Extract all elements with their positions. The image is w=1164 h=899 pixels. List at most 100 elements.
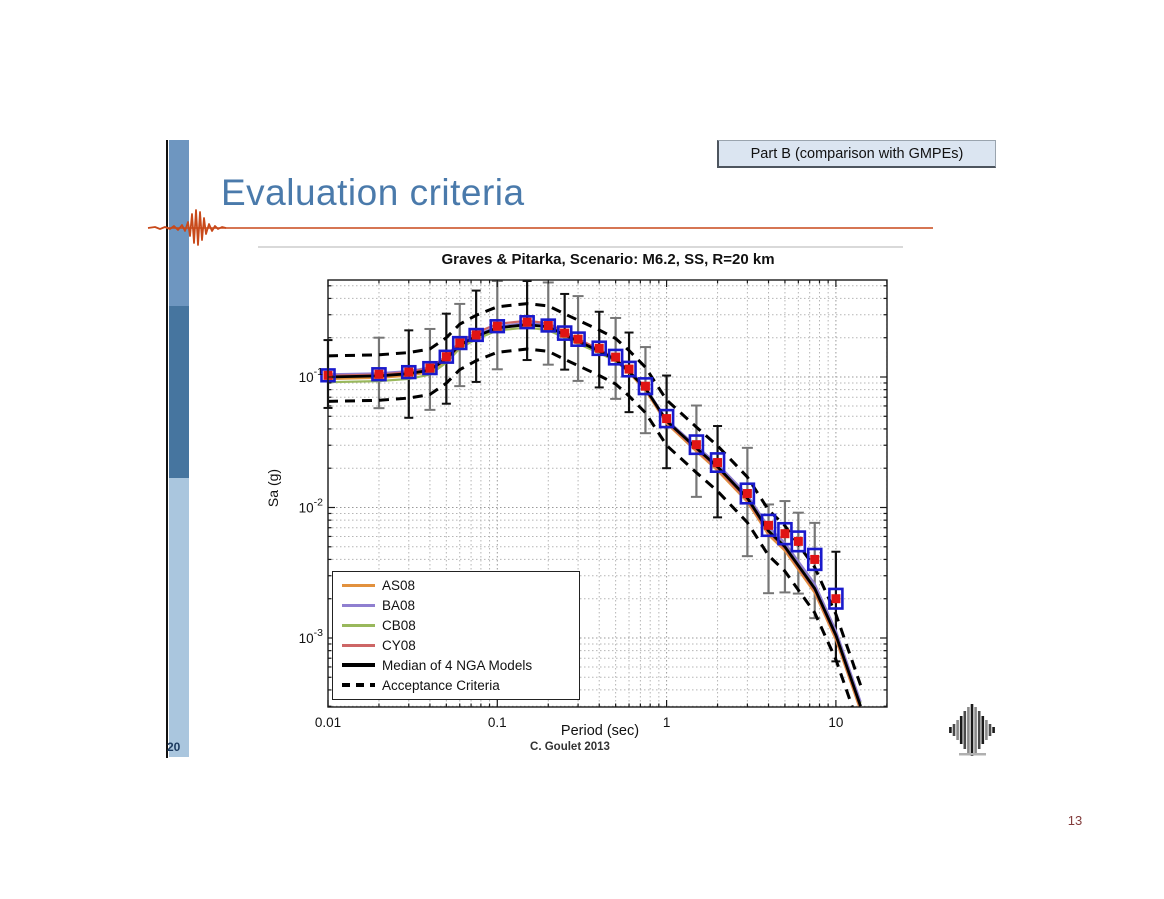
median-marker bbox=[543, 321, 553, 331]
y-tick-label: 10-3 bbox=[299, 627, 324, 646]
figure-top-border bbox=[258, 246, 903, 248]
median-marker bbox=[780, 529, 790, 539]
legend-label: AS08 bbox=[382, 578, 416, 594]
chart-legend: AS08 BA08 CB08 CY08 Median of 4 NGA Models Ac… bbox=[332, 571, 580, 700]
range-box bbox=[540, 318, 557, 333]
x-tick-label: 0.01 bbox=[315, 715, 341, 730]
slide-title: Evaluation criteria bbox=[221, 172, 525, 213]
legend-label: CY08 bbox=[382, 637, 416, 653]
median-marker bbox=[573, 334, 583, 344]
logo-bar bbox=[977, 711, 981, 749]
legend-item: Median of 4 NGA Models bbox=[333, 658, 579, 673]
range-box bbox=[658, 408, 675, 429]
median-marker bbox=[492, 321, 502, 331]
sidebar-page-number: 20 bbox=[167, 740, 181, 754]
median-marker bbox=[793, 536, 803, 546]
median-marker bbox=[560, 328, 570, 338]
sidebar-accent-line bbox=[166, 140, 168, 758]
median-marker bbox=[640, 381, 650, 391]
median-marker bbox=[594, 343, 604, 353]
logo-bar bbox=[959, 716, 963, 744]
range-box bbox=[806, 547, 823, 572]
section-badge: Part B (comparison with GMPEs) bbox=[717, 140, 996, 168]
legend-item: Acceptance Criteria bbox=[333, 678, 579, 693]
range-box bbox=[451, 335, 468, 351]
median-marker bbox=[611, 352, 621, 362]
line-sample bbox=[342, 663, 375, 668]
acceptance-upper bbox=[328, 302, 863, 686]
chart-title: Graves & Pitarka, Scenario: M6.2, SS, R=… bbox=[441, 251, 775, 268]
sidebar-bar-bottom bbox=[169, 478, 189, 757]
legend-item: AS08 bbox=[333, 578, 579, 593]
legend-item: BA08 bbox=[333, 598, 579, 613]
axes bbox=[327, 279, 888, 708]
range-box bbox=[371, 367, 387, 382]
range-box bbox=[828, 587, 844, 610]
logo-bar bbox=[956, 720, 959, 740]
range-box bbox=[591, 340, 608, 357]
range-box bbox=[422, 360, 438, 376]
range-box bbox=[709, 452, 726, 473]
median-marker bbox=[764, 520, 774, 530]
legend-label: CB08 bbox=[382, 618, 416, 634]
median-marker bbox=[522, 317, 532, 327]
range-box bbox=[607, 348, 624, 366]
median-marker bbox=[425, 363, 435, 373]
range-box bbox=[760, 513, 777, 538]
logo-bar bbox=[949, 727, 952, 733]
median-marker bbox=[831, 594, 841, 604]
logo-bar bbox=[985, 720, 988, 740]
logo-bar bbox=[970, 704, 974, 756]
logo-bar bbox=[952, 724, 956, 736]
median-marker bbox=[713, 458, 723, 468]
y-tick-label: 10-2 bbox=[299, 497, 324, 516]
dashed-line-sample bbox=[342, 683, 375, 688]
median-marker bbox=[374, 369, 384, 379]
line-sample bbox=[342, 584, 375, 588]
median-marker bbox=[441, 352, 451, 362]
legend-label: Median of 4 NGA Models bbox=[382, 657, 533, 673]
sidebar-bar-top bbox=[169, 140, 189, 306]
range-box bbox=[400, 364, 417, 380]
tick-labels: 0.01 0.1 1 10 10-1 10-2 10-3 bbox=[299, 366, 844, 730]
logo-bar bbox=[963, 711, 967, 749]
range-box bbox=[519, 315, 535, 330]
median-marker bbox=[662, 414, 672, 424]
range-box bbox=[739, 482, 756, 505]
logo-bar bbox=[981, 716, 985, 744]
acceptance-lower bbox=[328, 347, 854, 707]
range-box bbox=[570, 331, 586, 347]
range-box bbox=[489, 319, 506, 334]
x-tick-label: 1 bbox=[663, 715, 671, 730]
median-marker bbox=[742, 489, 752, 499]
median-marker bbox=[455, 338, 465, 348]
logo-bar bbox=[974, 707, 977, 753]
x-tick-label: 0.1 bbox=[488, 715, 507, 730]
median-marker bbox=[471, 330, 481, 340]
legend-label: BA08 bbox=[382, 598, 416, 614]
range-box bbox=[637, 377, 654, 396]
sidebar-bar-middle bbox=[169, 306, 189, 478]
range-box bbox=[438, 349, 455, 364]
x-axis-label: Period (sec) bbox=[560, 723, 640, 739]
line-sample bbox=[342, 624, 375, 628]
legend-item: CY08 bbox=[333, 638, 579, 653]
simulation-markers bbox=[320, 315, 844, 610]
logo-caption-smudge bbox=[959, 753, 986, 756]
line-sample bbox=[342, 643, 375, 647]
corner-page-number: 13 bbox=[1067, 813, 1083, 828]
legend-item: CB08 bbox=[333, 618, 579, 633]
median-marker bbox=[691, 440, 701, 450]
y-tick-label: 10-1 bbox=[299, 366, 324, 385]
range-box bbox=[468, 327, 484, 343]
line-sample bbox=[342, 604, 375, 608]
logo-bar bbox=[992, 727, 995, 733]
range-box bbox=[621, 360, 637, 378]
median-marker bbox=[810, 554, 820, 564]
logo-bar bbox=[967, 707, 970, 753]
logo-bar bbox=[988, 724, 992, 736]
chart-caption: C. Goulet 2013 bbox=[530, 741, 610, 753]
